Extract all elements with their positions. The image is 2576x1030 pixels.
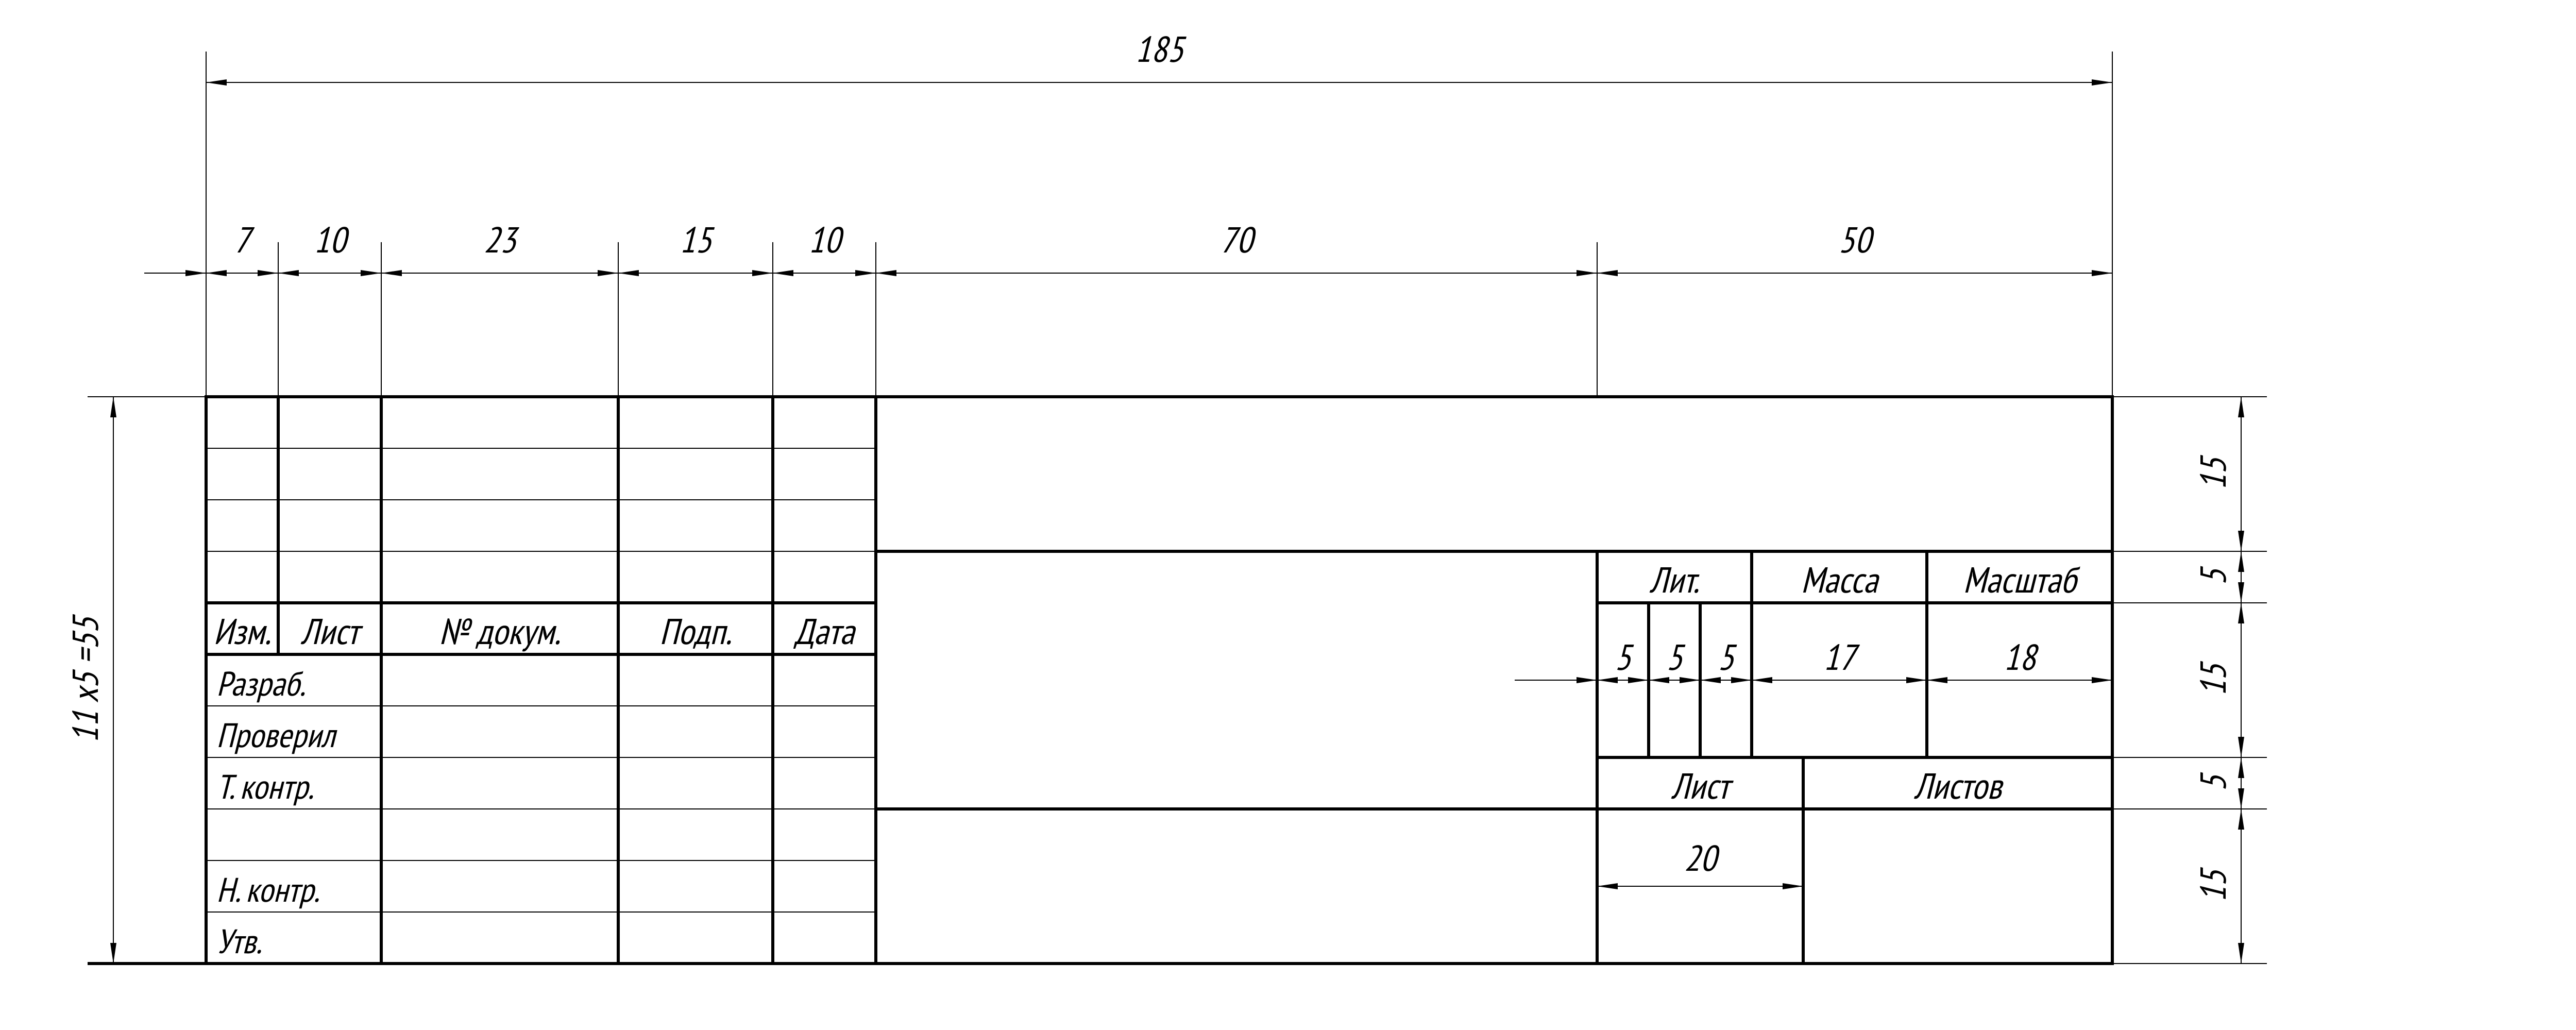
svg-text:10: 10	[314, 216, 350, 263]
lbl-masshtab: Масштаб	[1963, 556, 2080, 603]
hdr-izm: Изм.	[213, 608, 271, 654]
svg-text:5: 5	[2190, 566, 2236, 585]
svg-text:5: 5	[2190, 772, 2236, 791]
lbl-listov: Листов	[1913, 763, 2004, 809]
lbl-lit: Лит.	[1649, 556, 1700, 603]
svg-text:10: 10	[808, 216, 844, 263]
role-razrab: Разраб.	[216, 662, 306, 705]
role-nkontr: Н. контр.	[216, 868, 319, 911]
svg-text:7: 7	[234, 216, 255, 263]
svg-text:5: 5	[1666, 634, 1686, 680]
lbl-list: Лист	[1671, 763, 1734, 809]
svg-text:15: 15	[680, 216, 716, 263]
svg-text:17: 17	[1823, 634, 1861, 680]
svg-text:5: 5	[1718, 634, 1737, 680]
dim-overall-185: 185	[206, 26, 2112, 397]
svg-text:5: 5	[1615, 634, 1634, 680]
dim-top-segments: 7 10 23 15 10 70 50	[144, 216, 2112, 397]
dim-left-overall: 11 x5 =55	[62, 397, 206, 964]
hdr-list: Лист	[300, 608, 364, 654]
lbl-massa: Масса	[1801, 556, 1879, 603]
svg-text:50: 50	[1839, 216, 1875, 263]
hdr-data: Дата	[793, 608, 856, 654]
svg-text:18: 18	[2004, 634, 2040, 680]
svg-text:11 x5 =55: 11 x5 =55	[62, 614, 108, 744]
dim-lit-splits: 5 5 5 17 18	[1515, 634, 2112, 680]
dim-right-segments: 15 5 15 5 15	[2112, 397, 2267, 964]
svg-text:23: 23	[484, 216, 520, 263]
hdr-podp: Подп.	[659, 608, 732, 654]
svg-text:185: 185	[1135, 26, 1187, 72]
role-utv: Утв.	[216, 919, 262, 963]
svg-text:15: 15	[2190, 867, 2236, 903]
svg-text:20: 20	[1684, 835, 1720, 881]
hdr-ndoc: № докум.	[439, 608, 561, 654]
role-prover: Проверил	[216, 713, 337, 757]
svg-text:15: 15	[2190, 661, 2236, 697]
role-tkontr: Т. контр.	[216, 765, 314, 808]
dim-sheet-20: 20	[1597, 835, 1803, 886]
svg-text:70: 70	[1221, 216, 1257, 263]
svg-text:15: 15	[2190, 454, 2236, 491]
